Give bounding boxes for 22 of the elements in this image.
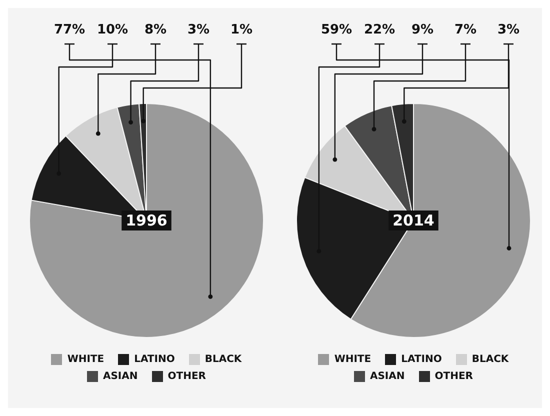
legend-label: LATINO (134, 354, 175, 365)
legend-label: BLACK (472, 354, 509, 365)
data-label: 7% (454, 22, 477, 38)
legend-label: ASIAN (102, 371, 138, 382)
data-label: 59% (320, 22, 352, 38)
text: 2014 (392, 211, 434, 230)
legend-label: LATINO (401, 354, 442, 365)
legend-label: WHITE (67, 354, 104, 365)
legend-label: OTHER (168, 371, 206, 382)
legend-label: WHITE (334, 354, 372, 365)
data-label: 3% (497, 22, 520, 38)
data-label: 8% (144, 22, 167, 38)
legend-label: BLACK (204, 354, 242, 365)
data-label: 9% (411, 22, 434, 38)
data-label: 22% (364, 22, 396, 38)
data-label: 10% (96, 22, 128, 38)
data-label: 1% (230, 22, 253, 38)
legend-label: ASIAN (370, 371, 405, 382)
text: 1996 (126, 211, 168, 230)
legend-label: OTHER (434, 371, 473, 382)
data-label: 3% (187, 22, 210, 38)
data-label: 77% (54, 22, 86, 38)
